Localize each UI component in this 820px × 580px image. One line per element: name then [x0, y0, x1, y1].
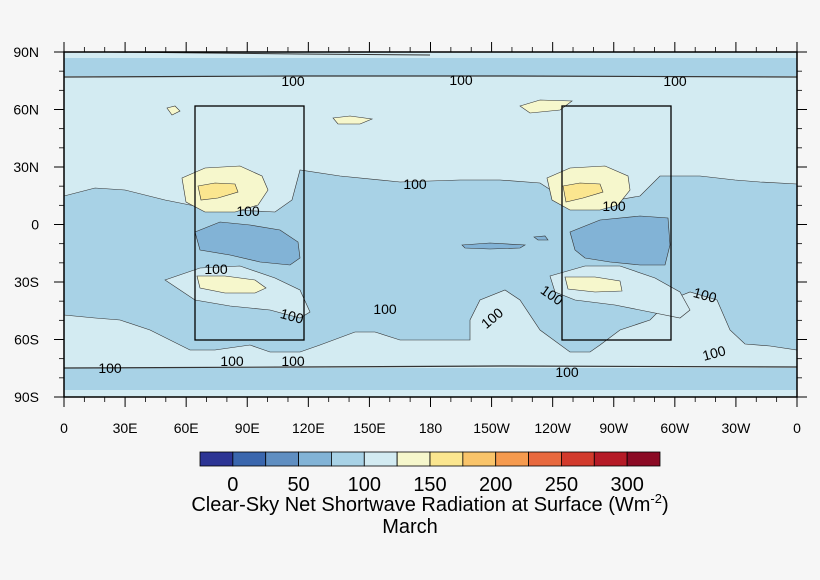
title-line-1: Clear-Sky Net Shortwave Radiation at Sur…: [191, 491, 668, 516]
lon-label: 120E: [292, 420, 325, 436]
colorbar-swatch: [265, 451, 299, 467]
colorbar-swatch: [232, 451, 267, 467]
box-east: [561, 105, 672, 341]
colorbar-swatch: [331, 451, 365, 467]
contour-label: 100: [555, 364, 579, 380]
equatorial-low-mid: [461, 242, 526, 250]
equatorial-low-east: [569, 215, 671, 266]
colorbar: [199, 451, 661, 467]
colorbar-label: 250: [545, 474, 578, 496]
peak-east-north: [562, 182, 604, 203]
lon-label: 90W: [599, 420, 629, 436]
lon-label: 30W: [722, 420, 752, 436]
south-polar-band: [64, 368, 797, 390]
colorbar-swatch: [626, 451, 661, 467]
contour-label: 100: [701, 342, 728, 364]
peak-west-north: [197, 182, 239, 201]
colorbar-label: 150: [413, 474, 446, 496]
north-polar-band: [64, 58, 797, 76]
lon-label: 150E: [353, 420, 386, 436]
high-small-1: [166, 105, 181, 116]
lon-label: 150W: [473, 420, 510, 436]
lat-label: 60N: [13, 102, 39, 118]
lon-label: 180: [419, 420, 443, 436]
colorbar-label: 50: [287, 474, 309, 496]
colorbar-swatch: [363, 451, 398, 467]
contour-label: 100: [373, 301, 397, 317]
colorbar-swatch: [561, 451, 595, 467]
tick-marks: [54, 42, 807, 407]
high-west-south: [196, 275, 267, 294]
high-east-south: [564, 276, 623, 293]
north-contour-line: [63, 75, 798, 78]
contour-label: 100: [236, 203, 260, 219]
title-line-2: March: [382, 516, 438, 538]
high-small-2: [332, 115, 374, 125]
contour-label: 100: [98, 360, 122, 376]
contour-label: 100: [449, 72, 473, 88]
lon-label: 60E: [174, 420, 199, 436]
south-contour-line: [63, 365, 798, 369]
contour-label: 100: [279, 305, 306, 327]
colorbar-swatch: [495, 451, 529, 467]
colorbar-labels: 0 50 100 150 200 250 300: [227, 474, 644, 496]
lon-label: 90E: [235, 420, 260, 436]
equatorial-low-west: [194, 221, 301, 266]
colorbar-swatch: [396, 451, 431, 467]
equatorial-low-small: [533, 235, 549, 241]
lon-label: 0: [60, 420, 68, 436]
contour-label: 100: [602, 198, 626, 214]
contour-label: 100: [692, 284, 719, 306]
latitude-labels: 90N 60N 30N 0 30S 60S 90S: [13, 44, 39, 405]
lat-label: 0: [31, 217, 39, 233]
contour-label: 100: [220, 353, 244, 369]
colorbar-swatch: [199, 451, 234, 467]
colorbar-label: 100: [348, 474, 381, 496]
colorbar-swatch: [528, 451, 562, 467]
contour-label: 100: [204, 261, 228, 277]
lat-label: 60S: [14, 332, 39, 348]
contour-label: 100: [281, 73, 305, 89]
lat-label: 30N: [13, 159, 39, 175]
lat-label: 90N: [13, 44, 39, 60]
lon-label: 60W: [660, 420, 690, 436]
colorbar-label: 300: [610, 474, 643, 496]
contour-label: 100: [663, 73, 687, 89]
contour-label: 100: [403, 176, 427, 192]
colorbar-label: 200: [479, 474, 512, 496]
title-end: ): [662, 494, 669, 516]
lon-label: 0: [793, 420, 801, 436]
lon-label: 30E: [113, 420, 138, 436]
colorbar-label: 0: [227, 474, 238, 496]
lat-label: 90S: [14, 389, 39, 405]
longitude-labels: 0 30E 60E 90E 120E 150E 180 150W 120W 90W 60W 30W 0: [60, 420, 801, 436]
colorbar-swatch: [462, 451, 497, 467]
colorbar-swatch: [429, 451, 464, 467]
lat-label: 30S: [14, 274, 39, 290]
title-main: Clear-Sky Net Shortwave Radiation at Sur…: [191, 494, 650, 516]
colorbar-swatch: [298, 451, 332, 467]
contour-labels: 100 100 100 100 100 100 100 100 100 100 100 100 100 1…: [98, 72, 727, 380]
box-west: [194, 105, 305, 341]
contour-label: 100: [281, 353, 305, 369]
lon-label: 120W: [534, 420, 571, 436]
colorbar-swatch: [593, 451, 628, 467]
title-superscript: -2: [650, 491, 662, 506]
